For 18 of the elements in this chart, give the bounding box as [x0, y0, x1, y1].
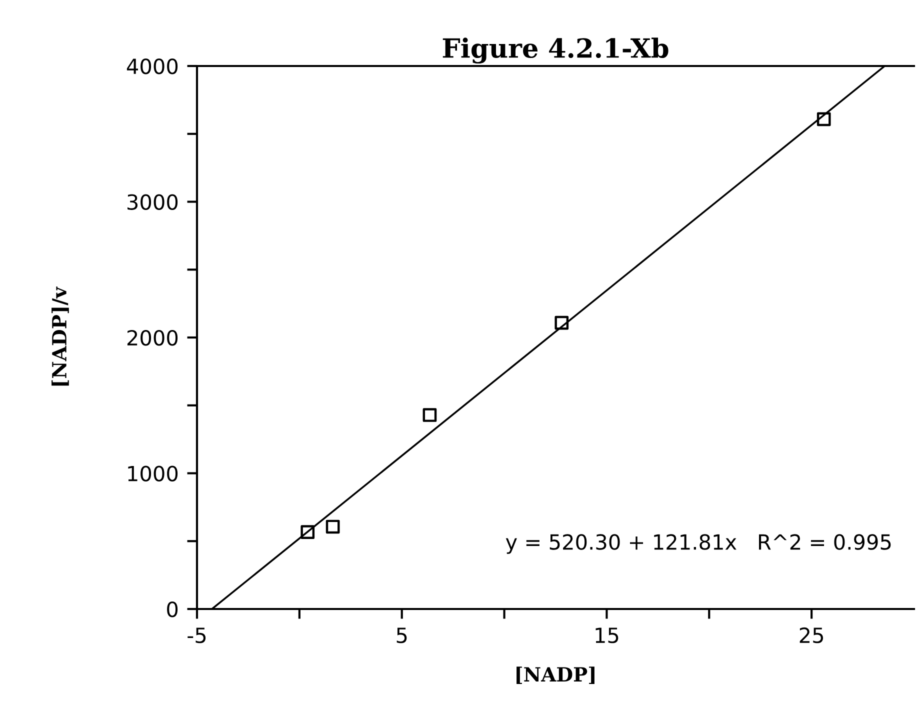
- x-tick-label: 15: [596, 628, 618, 644]
- y-tick-label: 4000: [126, 58, 178, 74]
- point: [300, 525, 315, 539]
- y-tick-label: 2000: [127, 330, 178, 346]
- x-axis-title: [NADP]: [516, 666, 594, 684]
- annotation: y = 520.30 + 121.81x R^2 = 0.995: [506, 534, 891, 554]
- point: [422, 408, 437, 422]
- y-tick-label: 1000: [128, 466, 178, 482]
- point: [326, 520, 340, 534]
- x-tick-label: 5: [396, 628, 407, 644]
- chart-title: Figure 4.2.1-Xb: [442, 38, 668, 64]
- y-tick-label: 0: [167, 601, 178, 618]
- point: [554, 316, 569, 330]
- x-tick-label: -5: [188, 628, 206, 644]
- y-tick-label: 3000: [128, 194, 178, 210]
- point: [816, 112, 831, 126]
- x-tick-label: 25: [800, 627, 824, 644]
- y-axis-title: [NADP]/v: [52, 286, 69, 386]
